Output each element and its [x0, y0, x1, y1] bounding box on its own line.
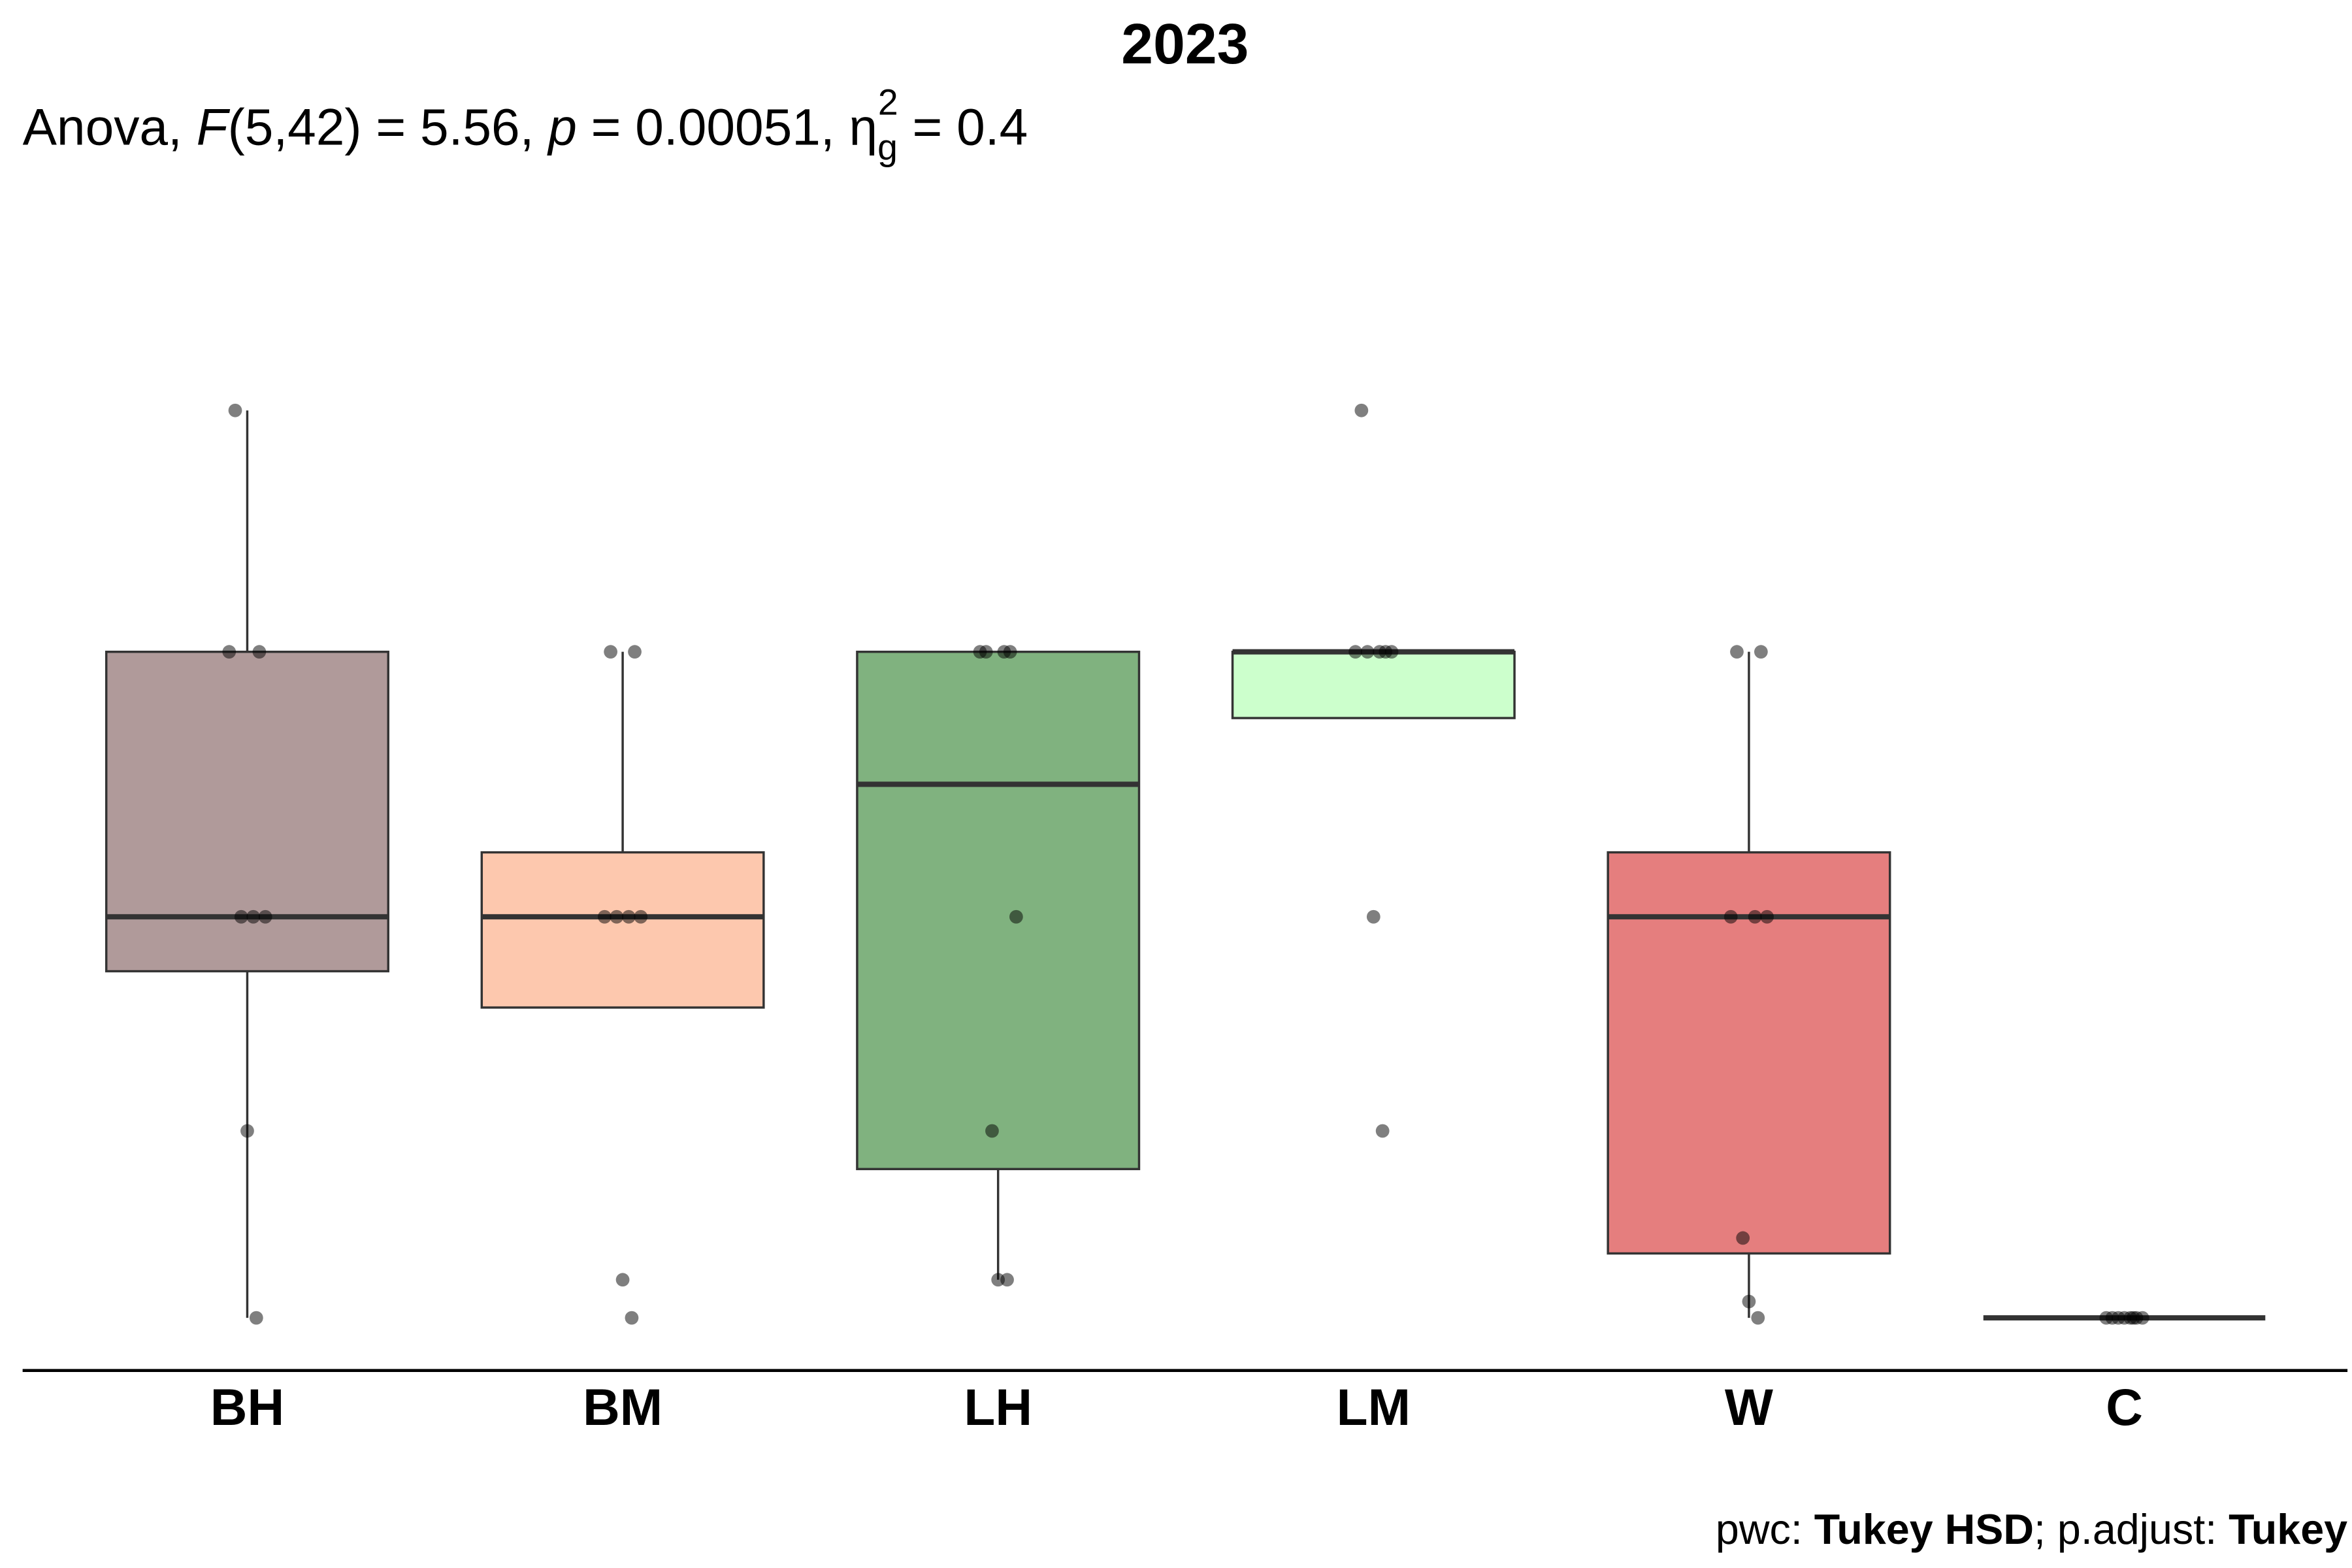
data-point [252, 645, 267, 659]
data-point [604, 645, 617, 659]
data-point [1360, 645, 1375, 659]
caption: pwc: Tukey HSD; p.adjust: Tukey [1716, 1506, 2347, 1553]
data-point [621, 909, 636, 924]
data-point [228, 403, 242, 417]
data-point [234, 909, 248, 924]
data-point [2099, 1311, 2114, 1325]
data-point [1009, 909, 1023, 924]
caption-part: ; p.adjust: [2034, 1506, 2229, 1553]
data-point [598, 909, 612, 924]
subtitle: Anova, F(5,42) = 5.56, p = 0.00051, ηg2 … [23, 82, 1028, 167]
data-point [249, 1311, 263, 1325]
chart-title: 2023 [1121, 12, 1249, 76]
data-point [1751, 1311, 1765, 1325]
data-point [1730, 645, 1744, 659]
subtitle-part: = 0.4 [898, 99, 1028, 156]
data-point [1375, 1124, 1390, 1138]
data-point [1736, 1231, 1750, 1245]
data-point [625, 1311, 639, 1325]
subtitle-sub: g [877, 127, 898, 168]
data-point [1373, 645, 1386, 659]
caption-part: pwc: [1716, 1506, 1814, 1553]
data-point [1748, 909, 1762, 924]
data-point [246, 909, 261, 924]
subtitle-part: Anova, [23, 99, 197, 156]
x-tick-label: C [2106, 1379, 2143, 1436]
data-point [634, 909, 648, 924]
data-point [1723, 909, 1738, 924]
data-point [985, 1124, 999, 1138]
box [480, 851, 765, 1009]
x-tick-label: LM [1337, 1379, 1411, 1436]
box [105, 650, 389, 973]
x-tick-label: W [1725, 1379, 1773, 1436]
data-point [1000, 1273, 1014, 1287]
data-point [1366, 909, 1380, 924]
data-point [615, 1273, 630, 1287]
data-point [258, 909, 272, 924]
caption-part: Tukey [2229, 1506, 2347, 1553]
data-point [1754, 645, 1768, 659]
data-point [628, 645, 642, 659]
caption-part: Tukey HSD [1814, 1506, 2034, 1553]
box [856, 650, 1141, 1171]
data-point [1354, 403, 1369, 417]
data-point [1760, 909, 1774, 924]
data-point [1742, 1294, 1756, 1309]
box [1607, 851, 1891, 1255]
data-point [997, 645, 1011, 659]
box [1231, 650, 1516, 719]
data-point [222, 645, 237, 659]
x-tick-label: BH [210, 1379, 284, 1436]
data-point [240, 1124, 254, 1138]
data-point [1348, 645, 1362, 659]
subtitle-part: (5,42) = 5.56, [228, 99, 549, 156]
data-point [973, 645, 987, 659]
subtitle-part: F [197, 99, 231, 156]
subtitle-part: p [547, 99, 577, 156]
data-point [610, 909, 624, 924]
subtitle-part: = 0.00051, η [577, 99, 877, 156]
data-point [2127, 1311, 2140, 1325]
x-tick-label: LH [964, 1379, 1032, 1436]
subtitle-sup: 2 [878, 82, 898, 122]
data-point [1384, 645, 1399, 659]
x-tick-label: BM [583, 1379, 662, 1436]
